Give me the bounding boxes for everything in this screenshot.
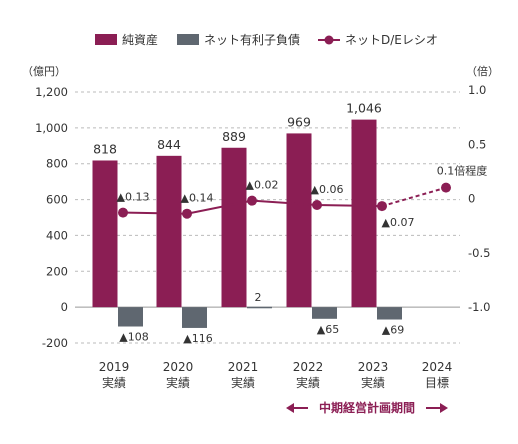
bar-net-assets <box>221 147 247 308</box>
x-tick-sub: 実績 <box>231 375 255 390</box>
bar-net-assets <box>351 119 377 308</box>
point-de-ratio <box>312 200 322 211</box>
left-tick-label: 200 <box>46 264 68 278</box>
bar-label-net-assets: 889 <box>222 129 246 144</box>
bar-label-net-debt: ▲69 <box>382 324 404 337</box>
bar-net-assets <box>156 155 182 308</box>
bar-net-debt <box>377 307 402 320</box>
legend-label-net-debt: ネット有利子負債 <box>204 32 300 47</box>
bar-net-debt <box>247 306 272 309</box>
left-tick-label: 0 <box>61 300 68 314</box>
x-tick-year: 2023 <box>358 360 389 374</box>
left-tick-label: 1,000 <box>35 121 68 135</box>
right-tick-label: 0 <box>468 192 475 206</box>
bar-label-net-debt: ▲116 <box>183 332 212 345</box>
point-label-de-ratio: ▲0.13 <box>117 191 150 204</box>
bar-net-assets <box>286 133 312 308</box>
right-tick-label: -1.0 <box>468 300 490 314</box>
left-tick-label: 1,200 <box>35 85 68 99</box>
x-tick-sub: 実績 <box>361 375 385 390</box>
point-de-ratio <box>377 201 387 212</box>
legend-marker-de-ratio <box>324 35 334 45</box>
point-label-de-ratio: 0.1倍程度 <box>437 164 488 178</box>
bar-net-debt <box>118 307 143 327</box>
x-tick-year: 2022 <box>293 360 324 374</box>
bar-label-net-assets: 844 <box>157 137 181 152</box>
bar-label-net-debt: ▲65 <box>317 323 339 336</box>
bar-net-debt <box>182 307 207 328</box>
left-tick-label: 600 <box>46 193 68 207</box>
left-tick-label: -200 <box>42 336 68 350</box>
annotation-arrow-right-head <box>440 403 448 413</box>
legend-label-de-ratio: ネットD/Eレシオ <box>345 33 438 47</box>
point-de-ratio <box>441 182 451 193</box>
right-tick-label: -0.5 <box>468 246 490 260</box>
point-de-ratio <box>182 208 192 219</box>
legend-label-net-assets: 純資産 <box>122 32 158 47</box>
left-axis-unit: （億円） <box>22 65 66 78</box>
legend-swatch-net-assets <box>95 34 117 45</box>
right-tick-label: 0.5 <box>468 137 486 151</box>
point-label-de-ratio: ▲0.02 <box>246 179 279 192</box>
point-label-de-ratio: ▲0.14 <box>181 192 214 205</box>
x-tick-sub: 目標 <box>425 376 449 390</box>
bar-label-net-assets: 818 <box>93 141 117 156</box>
left-tick-label: 400 <box>46 228 68 242</box>
x-tick-sub: 実績 <box>166 375 190 390</box>
x-tick-year: 2021 <box>228 360 259 374</box>
bar-net-debt <box>312 307 337 319</box>
bar-net-assets <box>92 160 118 308</box>
x-tick-sub: 実績 <box>102 375 126 390</box>
line-de-ratio-target <box>381 186 447 208</box>
bar-label-net-assets: 969 <box>287 114 311 129</box>
x-tick-year: 2024 <box>422 360 453 374</box>
legend-swatch-net-debt <box>177 34 199 45</box>
left-tick-label: 800 <box>46 157 68 171</box>
x-tick-sub: 実績 <box>296 375 320 390</box>
right-tick-label: 1.0 <box>468 83 486 97</box>
bar-label-net-assets: 1,046 <box>346 101 382 116</box>
point-label-de-ratio: ▲0.06 <box>311 183 344 196</box>
point-label-de-ratio: ▲0.07 <box>382 216 415 229</box>
point-de-ratio <box>247 195 257 206</box>
annotation-arrow-left-head <box>286 403 294 413</box>
x-tick-year: 2019 <box>99 360 130 374</box>
point-de-ratio <box>118 207 128 218</box>
bar-label-net-debt: 2 <box>255 291 262 304</box>
right-axis-unit: （倍） <box>466 64 499 78</box>
annotation-label: 中期経営計画期間 <box>319 400 415 415</box>
x-tick-year: 2020 <box>163 360 194 374</box>
bar-label-net-debt: ▲108 <box>119 331 148 344</box>
